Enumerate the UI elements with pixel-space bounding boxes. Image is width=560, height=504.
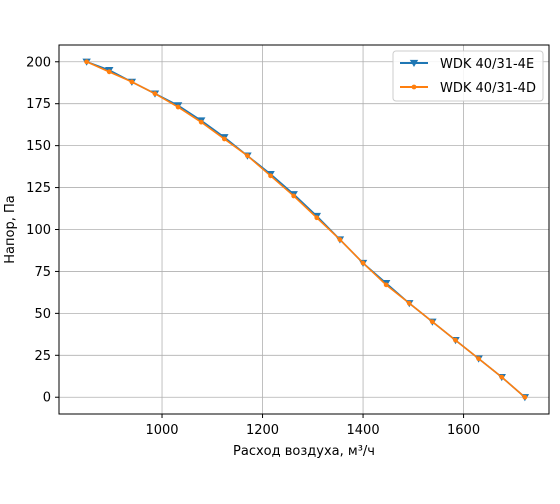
x-tick-label: 1400 <box>347 423 380 438</box>
y-tick-label: 150 <box>26 139 51 154</box>
legend-label: WDK 40/31-4E <box>440 57 534 72</box>
data-point <box>291 193 297 199</box>
y-tick-label: 25 <box>34 349 51 364</box>
y-tick-label: 125 <box>26 181 51 196</box>
data-point <box>522 394 528 400</box>
legend: WDK 40/31-4E WDK 40/31-4D <box>392 50 544 102</box>
y-axis-label: Напор, Па <box>3 195 18 263</box>
data-point <box>106 69 112 75</box>
data-point <box>84 59 90 65</box>
data-point <box>453 337 458 343</box>
x-tick-label: 1600 <box>447 423 480 438</box>
data-point <box>476 356 482 362</box>
legend-swatch-marker <box>409 59 419 67</box>
data-point <box>245 153 250 159</box>
data-point <box>152 91 158 97</box>
data-point <box>221 136 227 142</box>
data-point <box>383 282 389 288</box>
y-tick-label: 100 <box>26 223 51 238</box>
series-1 <box>84 59 528 400</box>
legend-label: WDK 40/31-4D <box>440 81 536 96</box>
data-point <box>198 119 204 125</box>
series-layer <box>82 58 530 402</box>
y-tick-label: 200 <box>26 55 51 70</box>
x-axis-label: Расход воздуха, м³/ч <box>233 444 375 459</box>
data-point <box>337 237 343 242</box>
y-tick-label: 175 <box>26 97 51 112</box>
ticks: 1000 1200 1400 1600 0 25 50 75 100 125 150 175 200 <box>26 55 480 438</box>
x-tick-label: 1000 <box>145 423 178 438</box>
legend-box <box>392 50 544 102</box>
series-line <box>86 61 526 398</box>
data-point <box>129 79 135 85</box>
data-point <box>360 260 366 266</box>
grid <box>59 45 549 414</box>
y-tick-label: 0 <box>43 391 51 406</box>
data-point <box>499 374 505 380</box>
x-tick-label: 1200 <box>246 423 279 438</box>
data-point <box>175 104 181 110</box>
data-point <box>430 319 435 325</box>
data-point <box>406 300 412 306</box>
y-tick-label: 75 <box>34 265 51 280</box>
y-tick-label: 50 <box>34 307 51 322</box>
data-point <box>314 215 320 221</box>
data-point <box>268 173 273 179</box>
legend-swatch-marker <box>411 84 417 90</box>
